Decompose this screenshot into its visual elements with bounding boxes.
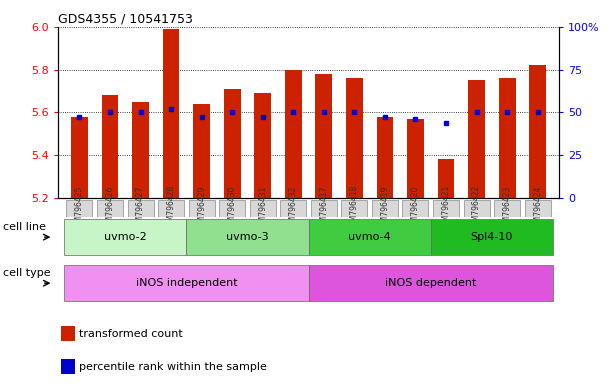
FancyBboxPatch shape <box>433 200 459 217</box>
Bar <box>61 359 75 374</box>
FancyBboxPatch shape <box>525 200 551 217</box>
FancyBboxPatch shape <box>189 200 214 217</box>
Text: GSM796418: GSM796418 <box>350 185 359 232</box>
Bar <box>61 326 75 341</box>
FancyBboxPatch shape <box>280 200 306 217</box>
FancyBboxPatch shape <box>158 200 184 217</box>
FancyBboxPatch shape <box>128 200 153 217</box>
Bar <box>468 80 485 198</box>
Text: uvmo-3: uvmo-3 <box>226 232 269 242</box>
Text: GSM796425: GSM796425 <box>75 185 84 232</box>
FancyBboxPatch shape <box>309 265 553 301</box>
Text: GSM796423: GSM796423 <box>503 185 511 232</box>
Bar <box>499 78 516 198</box>
Text: GSM796417: GSM796417 <box>320 185 328 232</box>
Text: cell line: cell line <box>3 222 46 232</box>
Text: GSM796421: GSM796421 <box>442 185 450 232</box>
Text: uvmo-2: uvmo-2 <box>104 232 147 242</box>
Bar <box>346 78 363 198</box>
Text: iNOS independent: iNOS independent <box>136 278 237 288</box>
Text: cell type: cell type <box>3 268 51 278</box>
Text: transformed count: transformed count <box>79 329 183 339</box>
Text: percentile rank within the sample: percentile rank within the sample <box>79 362 267 372</box>
Text: GSM796428: GSM796428 <box>167 185 175 232</box>
Text: GSM796429: GSM796429 <box>197 185 206 232</box>
Bar <box>71 117 88 198</box>
Text: GSM796430: GSM796430 <box>228 185 236 232</box>
Text: uvmo-4: uvmo-4 <box>348 232 391 242</box>
FancyBboxPatch shape <box>67 200 92 217</box>
FancyBboxPatch shape <box>372 200 398 217</box>
Text: GSM796422: GSM796422 <box>472 185 481 232</box>
FancyBboxPatch shape <box>64 265 309 301</box>
Bar <box>529 65 546 198</box>
Bar <box>437 159 455 198</box>
Bar <box>193 104 210 198</box>
FancyBboxPatch shape <box>464 200 489 217</box>
Bar <box>376 117 393 198</box>
Text: GSM796431: GSM796431 <box>258 185 267 232</box>
Text: iNOS dependent: iNOS dependent <box>385 278 477 288</box>
Bar <box>224 89 241 198</box>
Text: GSM796427: GSM796427 <box>136 185 145 232</box>
FancyBboxPatch shape <box>64 219 186 255</box>
Text: GSM796426: GSM796426 <box>106 185 114 232</box>
FancyBboxPatch shape <box>431 219 553 255</box>
FancyBboxPatch shape <box>403 200 428 217</box>
Bar <box>101 95 119 198</box>
Bar <box>407 119 424 198</box>
FancyBboxPatch shape <box>250 200 276 217</box>
Bar <box>315 74 332 198</box>
Text: GDS4355 / 10541753: GDS4355 / 10541753 <box>58 13 193 26</box>
Bar <box>254 93 271 198</box>
FancyBboxPatch shape <box>342 200 367 217</box>
Bar <box>132 102 149 198</box>
FancyBboxPatch shape <box>494 200 520 217</box>
Bar <box>163 29 180 198</box>
FancyBboxPatch shape <box>97 200 123 217</box>
Text: GSM796432: GSM796432 <box>289 185 298 232</box>
Text: GSM796420: GSM796420 <box>411 185 420 232</box>
Text: Spl4-10: Spl4-10 <box>470 232 513 242</box>
FancyBboxPatch shape <box>219 200 245 217</box>
Text: GSM796424: GSM796424 <box>533 185 542 232</box>
FancyBboxPatch shape <box>186 219 309 255</box>
Bar <box>285 70 302 198</box>
FancyBboxPatch shape <box>311 200 337 217</box>
FancyBboxPatch shape <box>309 219 431 255</box>
Text: GSM796419: GSM796419 <box>381 185 389 232</box>
